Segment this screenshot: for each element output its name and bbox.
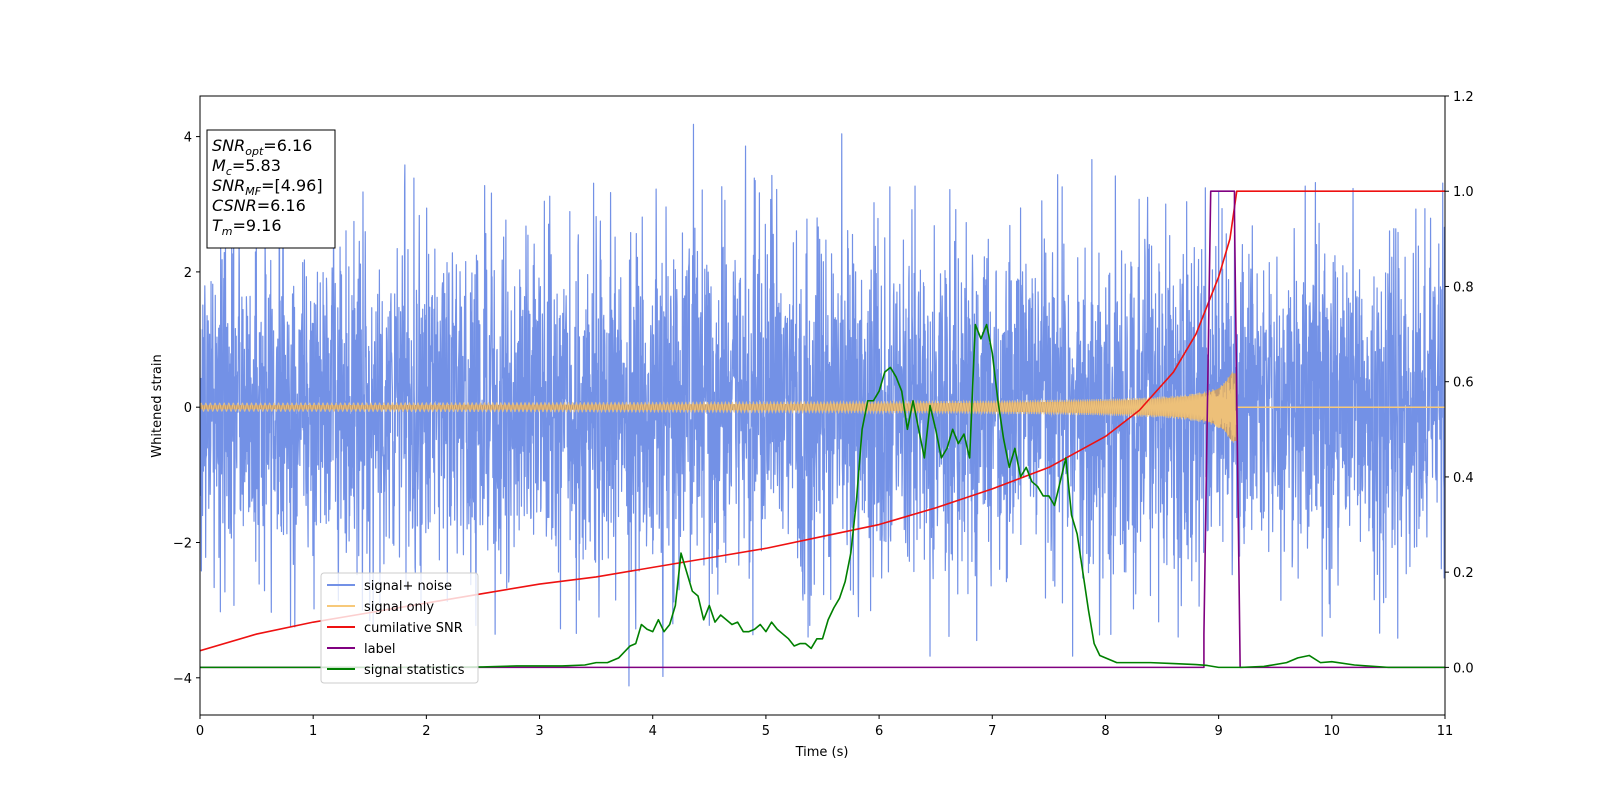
y2-tick-label: 0.8 [1453, 280, 1474, 295]
x-tick-label: 1 [309, 724, 317, 739]
y2-tick-label: 0.0 [1453, 661, 1474, 676]
x-tick-label: 0 [196, 724, 204, 739]
x-tick-label: 5 [762, 724, 770, 739]
x-axis-label: Time (s) [795, 745, 849, 760]
series-line-signal-only [200, 371, 1237, 443]
y2-tick-label: 1.0 [1453, 185, 1474, 200]
x-tick-label: 11 [1437, 724, 1454, 739]
y-axis-label: Whitened strain [150, 354, 165, 457]
plot-frame [199, 95, 1446, 716]
x-tick-label: 7 [988, 724, 996, 739]
series-area-signal-only [200, 373, 1237, 442]
y-tick-label: 2 [184, 266, 192, 281]
y2-tick-label: 1.2 [1453, 90, 1474, 105]
y-tick-label: −2 [173, 536, 192, 551]
legend-signal-only-label: signal only [364, 600, 434, 615]
x-tick-label: 9 [1214, 724, 1222, 739]
axes-layer: 0 1 2 3 4 5 6 7 8 9 10 11 −4 −2 0 2 4 0.0 0.2 0.4 0.6 0.8 1.0 1… [173, 90, 1474, 739]
legend-frame [320, 572, 479, 684]
y-tick-label: 0 [184, 401, 192, 416]
y2-tick-label: 0.2 [1453, 566, 1474, 581]
info-box-line: CSNR=6.16 [212, 196, 306, 215]
x-tick-label: 10 [1324, 724, 1341, 739]
legend-signal-noise-label: signal+ noise [364, 579, 452, 594]
x-tick-label: 3 [535, 724, 543, 739]
legend: signal+ noise signal only cumilative SNR la… [320, 572, 479, 684]
info-box: SNRopt=6.16Mc=5.83SNRMF=[4.96]CSNR=6.16T… [206, 129, 336, 249]
info-box-line: Mc=5.83 [212, 156, 281, 178]
info-box-line: Tm=9.16 [212, 216, 282, 238]
y-tick-label: −4 [173, 672, 192, 687]
series-line-label [200, 190, 1445, 669]
legend-cumulative-snr-label: cumilative SNR [364, 621, 463, 636]
x-tick-label: 4 [649, 724, 657, 739]
info-box-line: SNRMF=[4.96] [212, 176, 323, 198]
y2-tick-label: 0.6 [1453, 376, 1474, 391]
legend-signal-statistics-label: signal statistics [364, 663, 465, 678]
series-line-signal-statistics [200, 323, 1445, 669]
legend-label-label: label [364, 642, 395, 657]
info-box-line: SNRopt=6.16 [212, 136, 312, 158]
y-tick-label: 4 [184, 131, 192, 146]
x-tick-label: 8 [1101, 724, 1109, 739]
x-tick-label: 2 [422, 724, 430, 739]
y2-tick-label: 0.4 [1453, 471, 1474, 486]
info-box-frame [206, 129, 336, 249]
x-tick-label: 6 [875, 724, 883, 739]
